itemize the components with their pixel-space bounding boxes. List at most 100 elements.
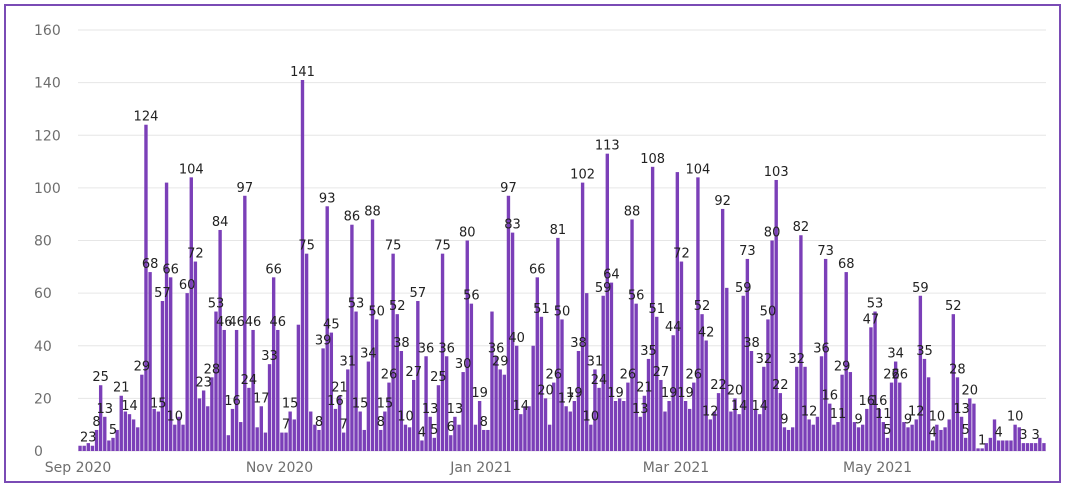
- bar: [605, 153, 609, 452]
- data-label: 108: [640, 152, 665, 167]
- data-label: 50: [554, 304, 571, 319]
- x-tick-label: Mar 2021: [643, 460, 710, 476]
- data-label: 60: [179, 278, 196, 293]
- data-label: 59: [735, 281, 752, 296]
- data-label: 8: [480, 415, 488, 430]
- data-label: 52: [945, 299, 962, 314]
- data-label: 10: [1007, 410, 1024, 425]
- data-label: 8: [315, 415, 323, 430]
- bar: [535, 277, 539, 451]
- bar: [399, 351, 404, 451]
- bar: [432, 437, 436, 451]
- bar: [889, 382, 894, 451]
- x-tick-label: Sep 2020: [45, 460, 111, 476]
- bar: [86, 443, 90, 451]
- data-label: 19: [607, 386, 624, 401]
- bar: [1017, 427, 1021, 451]
- bar: [712, 411, 717, 451]
- data-label: 73: [739, 244, 756, 259]
- bar: [313, 424, 317, 451]
- bar: [572, 401, 577, 451]
- data-labels: 2 382513521142912468155766106010472232853…: [80, 65, 1040, 448]
- data-label: 52: [694, 299, 711, 314]
- bar: [663, 411, 667, 451]
- bar: [465, 240, 469, 451]
- bar: [469, 303, 474, 451]
- bar: [94, 429, 99, 451]
- data-label: 97: [500, 181, 517, 196]
- data-label: 80: [764, 226, 781, 241]
- bar: [482, 429, 486, 451]
- data-label: 15: [282, 397, 299, 412]
- data-label: 3: [1019, 428, 1027, 443]
- y-tick-label: 160: [34, 23, 61, 39]
- bar: [560, 319, 564, 451]
- data-label: 2: [80, 431, 88, 446]
- data-label: 39: [315, 333, 332, 348]
- data-label: 36: [418, 341, 435, 356]
- bar: [440, 253, 445, 451]
- data-label: 19: [661, 386, 678, 401]
- bar: [716, 393, 721, 451]
- bar: [622, 401, 626, 451]
- bar: [453, 416, 457, 451]
- data-label: 5: [962, 423, 970, 438]
- bar: [1029, 443, 1034, 451]
- bar: [403, 424, 408, 451]
- bar: [931, 440, 935, 451]
- data-label: 47: [863, 312, 880, 327]
- data-label: 46: [216, 315, 233, 330]
- bar: [193, 261, 198, 451]
- data-label: 113: [595, 139, 620, 154]
- bar: [152, 408, 156, 451]
- bar: [391, 253, 395, 451]
- bar: [580, 182, 585, 452]
- data-label: 88: [624, 204, 641, 219]
- data-label: 38: [743, 336, 760, 351]
- bar: [823, 258, 828, 451]
- bar: [523, 406, 527, 451]
- bar: [115, 429, 119, 451]
- data-label: 141: [290, 65, 315, 80]
- data-label: 19: [471, 386, 488, 401]
- data-label: 27: [653, 365, 670, 380]
- data-label: 44: [665, 320, 682, 335]
- data-label: 29: [834, 360, 851, 375]
- bar: [412, 379, 416, 451]
- data-label: 28: [204, 362, 221, 377]
- data-label: 20: [727, 383, 744, 398]
- bar: [1005, 440, 1009, 451]
- bar: [103, 416, 107, 451]
- data-label: 68: [838, 257, 855, 272]
- data-label: 102: [570, 168, 595, 183]
- data-label: 24: [591, 373, 608, 388]
- bar: [992, 419, 997, 451]
- bar: [745, 258, 750, 451]
- data-label: 3: [88, 431, 96, 446]
- data-label: 14: [731, 399, 748, 414]
- data-label: 8: [92, 415, 100, 430]
- bar: [543, 398, 548, 452]
- bar: [852, 422, 857, 451]
- data-label: 92: [714, 194, 731, 209]
- y-tick-label: 0: [34, 444, 43, 460]
- data-label: 8: [377, 415, 385, 430]
- bar: [869, 327, 873, 451]
- data-label: 29: [134, 360, 151, 375]
- bar: [296, 324, 301, 451]
- data-label: 16: [821, 389, 838, 404]
- data-label: 13: [96, 402, 113, 417]
- bar: [778, 393, 783, 451]
- data-label: 9: [854, 412, 862, 427]
- data-label: 72: [673, 247, 690, 262]
- gridlines: [78, 29, 1046, 452]
- bar: [428, 416, 432, 451]
- bars: [78, 79, 1046, 452]
- bar: [1021, 443, 1026, 451]
- bar: [140, 374, 144, 451]
- data-label: 10: [167, 410, 184, 425]
- data-label: 66: [162, 262, 179, 277]
- data-label: 46: [228, 315, 245, 330]
- data-label: 6: [447, 420, 455, 435]
- bar: [156, 411, 161, 451]
